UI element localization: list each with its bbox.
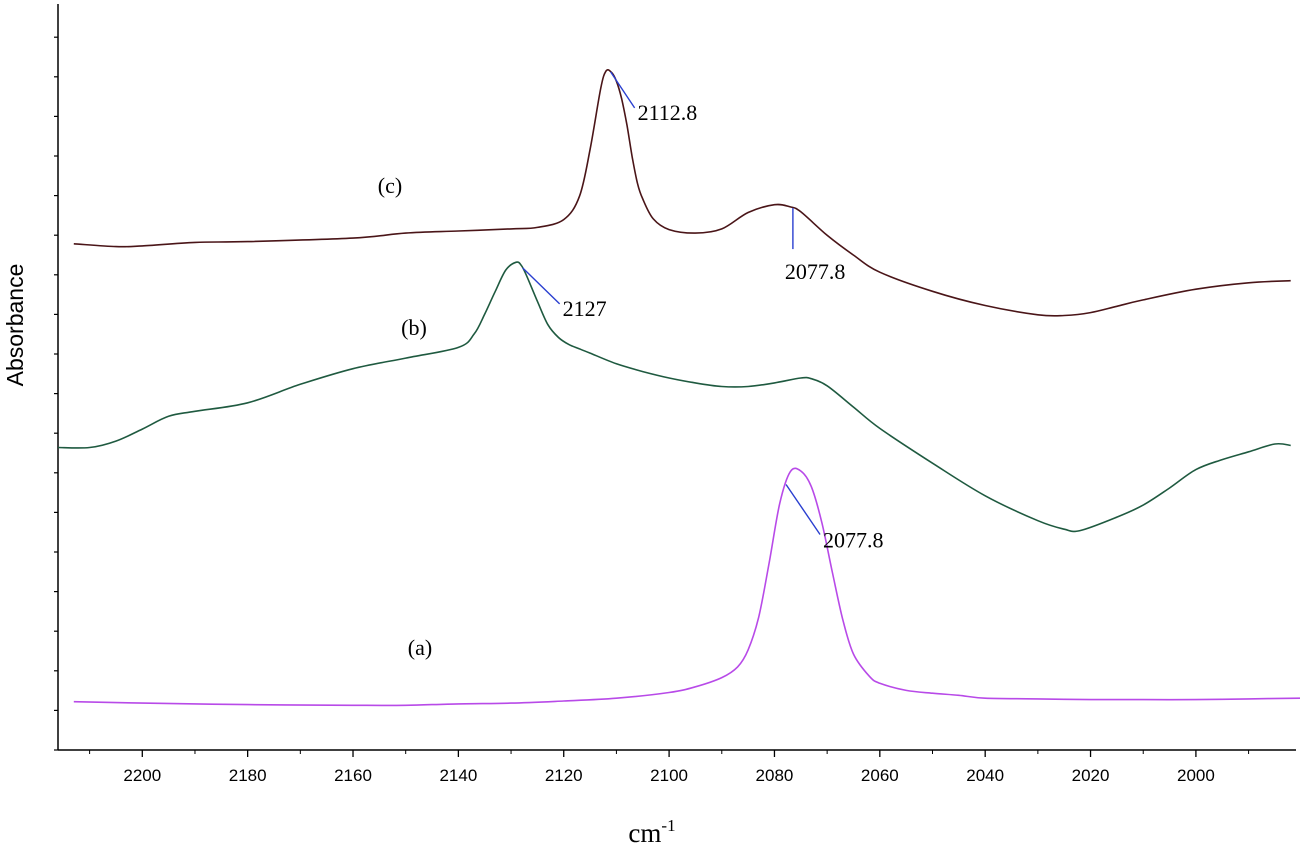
annotation-layer: 2077.8 2127 2112.8 2077.8 [522,71,884,552]
peak-label: 2112.8 [638,100,698,125]
x-tick-label: 2040 [966,766,1004,785]
series-label-a: (a) [408,635,432,660]
x-tick-label: 2120 [545,766,583,785]
x-tick-label: 2020 [1072,766,1110,785]
series-labels: (a) (b) (c) [378,173,432,660]
y-ticks [54,36,58,751]
x-tick-label: 2180 [229,766,267,785]
axes [57,4,1296,751]
x-ticks: 2200 2180 2160 2140 2120 2100 2080 2060 2040 2020… [89,750,1250,785]
peak-label: 2127 [563,296,607,321]
x-tick-label: 2000 [1177,766,1215,785]
x-tick-label: 2200 [123,766,161,785]
x-tick-label: 2100 [650,766,688,785]
x-tick-label: 2060 [861,766,899,785]
series-layer [57,68,1300,707]
peak-label: 2077.8 [785,259,846,284]
x-tick-label: 2160 [334,766,372,785]
series-line-a [73,467,1300,707]
series-line-b [57,261,1291,533]
y-axis-label: Absorbance [2,264,28,387]
peak-leader-line [610,71,636,109]
x-axis-label-superscript: -1 [661,816,675,835]
peak-leader-line [522,267,561,305]
peak-leader-line [785,484,821,535]
series-label-c: (c) [378,173,402,198]
peak-label: 2077.8 [823,527,884,552]
x-tick-label: 2080 [756,766,794,785]
series-line-c [73,68,1291,317]
series-label-b: (b) [401,315,427,340]
x-axis-label-base: cm [628,818,661,848]
x-tick-label: 2140 [439,766,477,785]
x-axis-label: cm-1 [628,816,675,848]
